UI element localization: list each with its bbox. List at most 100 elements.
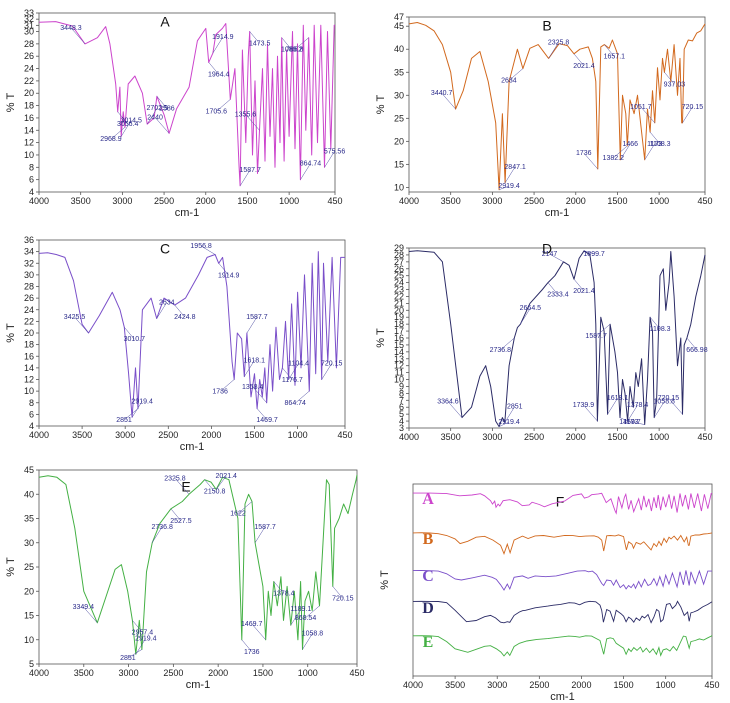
peak-leader — [547, 282, 559, 295]
peak-leader — [146, 107, 158, 125]
peak-leader — [332, 586, 343, 599]
y-tick-label: 19 — [394, 312, 404, 322]
y-tick-label: 21 — [394, 298, 404, 308]
x-tick-label: 450 — [704, 680, 719, 690]
peak-label: 2736.8 — [151, 524, 173, 531]
peak-leader — [549, 253, 564, 263]
y-tick-label: 6 — [399, 402, 404, 412]
y-tick-label: 35 — [394, 67, 404, 77]
peak-leader — [627, 404, 638, 422]
y-tick-label: 11 — [395, 368, 404, 378]
peak-leader — [644, 143, 655, 160]
peak-label: 3056.4 — [117, 121, 139, 128]
peak-leader — [218, 263, 229, 276]
y-tick-label: 32 — [24, 258, 34, 268]
peak-leader — [573, 278, 585, 292]
x-tick-label: 3500 — [72, 430, 92, 440]
y-tick-label: 40 — [394, 44, 404, 54]
peak-label: 1466 — [622, 141, 638, 148]
peak-label: 1469.7 — [619, 419, 641, 426]
peak-leader — [249, 31, 260, 44]
series-label-b: B — [423, 531, 434, 548]
panel-f-overlay: A B CDE — [412, 491, 713, 657]
peak-label: 3010.7 — [124, 336, 146, 343]
y-tick-label: 29 — [394, 243, 404, 253]
peak-label: 2851 — [507, 403, 523, 410]
x-axis-label: cm-1 — [175, 207, 199, 219]
y-tick-label: 14 — [24, 125, 34, 135]
peak-label: 1473.5 — [249, 41, 271, 48]
x-axis-label: cm-1 — [186, 679, 210, 691]
peak-label: 1587.7 — [585, 333, 607, 340]
y-tick-label: 16 — [394, 333, 404, 343]
overlay-line-a — [413, 492, 712, 515]
peak-label: 2919.4 — [498, 183, 520, 190]
y-tick-label: 6 — [29, 175, 34, 185]
spectrum-line-b — [408, 22, 706, 191]
peak-leader — [219, 379, 235, 392]
x-tick-label: 3000 — [482, 432, 502, 442]
peak-label: 2919.4 — [498, 419, 520, 426]
x-tick-label: 4000 — [29, 430, 49, 440]
peak-label: 1956.8 — [190, 243, 212, 250]
y-tick-label: 16 — [24, 113, 34, 123]
peak-leader — [305, 605, 320, 618]
peak-leader — [251, 623, 266, 640]
y-tick-label: 31 — [24, 20, 34, 30]
y-tick-label: 18 — [394, 319, 404, 329]
peak-leader — [151, 526, 163, 543]
peak-leader — [256, 408, 268, 421]
peak-label: 2919.4 — [131, 398, 153, 405]
peak-label: 1176.7 — [282, 377, 303, 384]
peak-label: 937.03 — [664, 81, 686, 88]
y-tick-label: 10 — [394, 375, 404, 385]
peak-leader — [640, 106, 656, 124]
peak-label: 2440 — [147, 114, 163, 121]
y-tick-label: 8 — [29, 162, 34, 172]
x-tick-label: 450 — [349, 668, 364, 678]
peak-leader — [156, 96, 168, 109]
peak-label: 3364.6 — [437, 399, 459, 406]
y-tick-label: 14 — [24, 363, 34, 373]
y-axis-label: % T — [375, 328, 387, 348]
overlay-line-c — [412, 569, 712, 591]
peak-label: 1914.9 — [218, 272, 240, 279]
peak-leader — [498, 421, 510, 427]
peak-leader — [174, 304, 185, 318]
x-axis-label: cm-1 — [180, 441, 204, 453]
y-tick-label: 30 — [24, 538, 34, 548]
x-tick-label: 1500 — [244, 430, 264, 440]
peak-leader — [245, 114, 260, 131]
peak-label: 2634 — [159, 299, 175, 306]
peak-label: 868.54 — [295, 615, 317, 622]
peak-label: 1914.9 — [212, 34, 234, 41]
peak-label: 1355.6 — [235, 111, 257, 118]
peak-label: 1173 — [647, 141, 662, 148]
peak-leader — [117, 111, 128, 124]
series-label-d: D — [422, 600, 434, 617]
peak-leader — [500, 337, 515, 351]
peak-label: 765.8 — [286, 47, 304, 54]
peak-label: 3440.7 — [431, 90, 453, 97]
panel-e: E 4000 3500 3000 2500 2000 1500 1000 450 cm-1 % T 5… — [5, 465, 365, 691]
peak-leader — [74, 316, 89, 334]
peak-leader — [216, 99, 231, 112]
x-tick-label: 1500 — [607, 432, 627, 442]
x-tick-label: 2000 — [566, 196, 586, 206]
y-axis-label: % T — [5, 93, 17, 113]
peak-leader — [649, 317, 661, 330]
y-tick-label: 25 — [394, 113, 404, 123]
peak-leader — [595, 323, 611, 337]
x-tick-label: 1500 — [607, 196, 627, 206]
peak-label: 575.56 — [324, 148, 346, 155]
x-axis-label: cm-1 — [545, 207, 569, 219]
peak-label: 1173 — [623, 419, 638, 426]
peak-label: 1739.9 — [573, 402, 595, 409]
peak-leader — [241, 639, 252, 652]
x-tick-label: 4000 — [29, 196, 49, 206]
peak-label: 2919.4 — [135, 635, 157, 642]
peak-label: 1108.3 — [650, 326, 671, 333]
peak-leader — [127, 649, 143, 659]
x-tick-label: 2000 — [571, 680, 591, 690]
x-tick-label: 1000 — [656, 680, 676, 690]
